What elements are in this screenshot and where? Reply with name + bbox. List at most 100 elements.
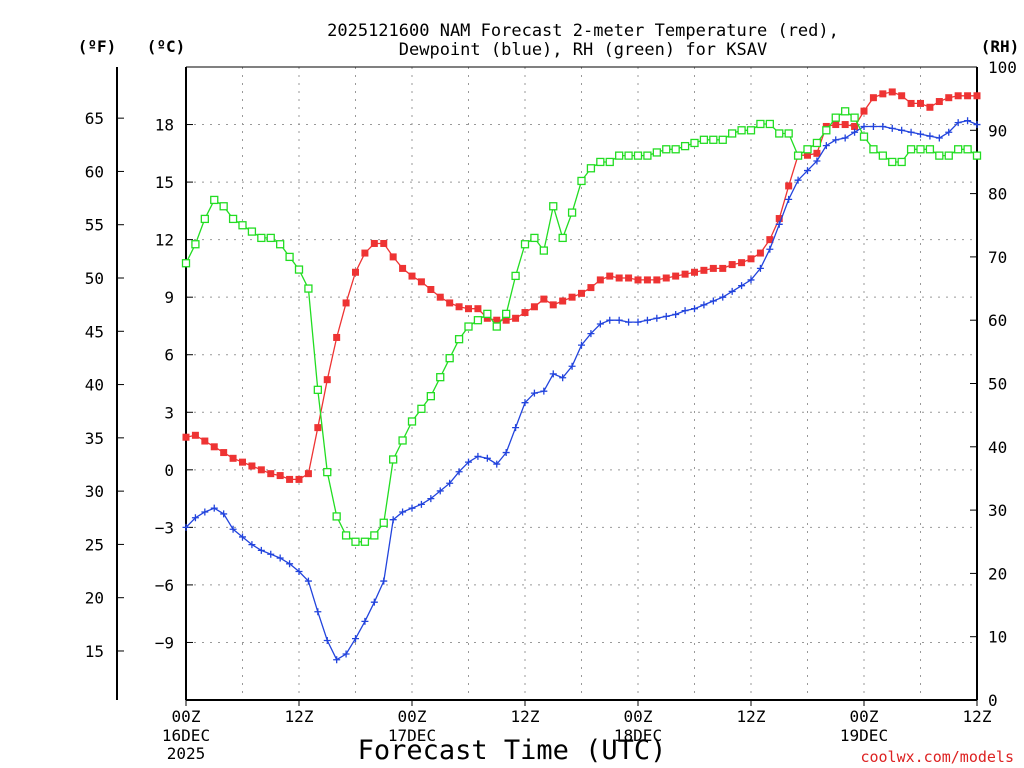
dewpoint-point bbox=[596, 320, 604, 328]
celsius-tick-label: −6 bbox=[155, 576, 174, 595]
temperature-point bbox=[314, 424, 322, 432]
dewpoint-point bbox=[295, 567, 303, 575]
dewpoint-point bbox=[898, 126, 906, 134]
dewpoint-point bbox=[276, 554, 284, 562]
dewpoint-point bbox=[417, 500, 425, 508]
temperature-point bbox=[229, 454, 237, 462]
dewpoint-point bbox=[888, 124, 896, 132]
rh-point bbox=[925, 145, 935, 154]
rh-point bbox=[812, 138, 822, 148]
rh-tick-label: 60 bbox=[988, 311, 1007, 330]
temperature-point bbox=[521, 309, 529, 317]
temperature-point bbox=[483, 314, 491, 322]
rh-point bbox=[567, 208, 577, 217]
celsius-tick-label: 0 bbox=[164, 461, 174, 480]
temperature-point bbox=[210, 443, 218, 451]
chart-title-line2: Dewpoint (blue), RH (green) for KSAV bbox=[399, 40, 767, 60]
rh-point bbox=[341, 531, 351, 540]
temperature-point bbox=[361, 249, 369, 257]
temperature-point bbox=[549, 301, 557, 309]
temperature-point bbox=[248, 462, 256, 470]
credit-text: coolwx.com/models bbox=[860, 748, 1014, 766]
temperature-point bbox=[756, 249, 764, 257]
temperature-point bbox=[530, 303, 538, 311]
temperature-point bbox=[333, 333, 341, 341]
rh-point bbox=[483, 309, 492, 319]
temperature-point bbox=[832, 121, 840, 129]
temperature-point bbox=[257, 466, 265, 474]
rh-point bbox=[191, 240, 200, 249]
rh-point bbox=[426, 392, 435, 401]
temperature-point bbox=[625, 274, 633, 282]
dewpoint-point bbox=[766, 245, 774, 253]
dewpoint-point bbox=[182, 523, 190, 531]
celsius-tick-label: −9 bbox=[155, 633, 174, 652]
fahrenheit-tick-label: 50 bbox=[85, 269, 104, 288]
temperature-point bbox=[719, 264, 727, 272]
temperature-point bbox=[662, 274, 670, 282]
rh-point bbox=[530, 233, 539, 243]
dewpoint-point bbox=[286, 560, 294, 568]
temperature-point bbox=[540, 295, 548, 303]
chart-axes: 1520253035404550556065−9−6−3036912151801… bbox=[85, 58, 1017, 763]
rh-point bbox=[963, 145, 972, 154]
dewpoint-point bbox=[483, 454, 491, 462]
rh-point bbox=[699, 135, 709, 144]
temperature-point bbox=[634, 276, 642, 284]
rh-point bbox=[746, 126, 756, 135]
dewpoint-point bbox=[380, 577, 388, 585]
temperature-point bbox=[945, 94, 953, 102]
dewpoint-point bbox=[700, 301, 708, 309]
dewpoint-point bbox=[851, 128, 859, 136]
rh-point bbox=[690, 138, 699, 148]
dewpoint-point bbox=[361, 617, 369, 625]
dewpoint-point bbox=[389, 516, 397, 524]
temperature-point bbox=[512, 314, 520, 322]
dewpoint-point bbox=[587, 330, 595, 338]
temperature-point bbox=[738, 259, 746, 267]
dewpoint-point bbox=[399, 508, 407, 516]
dewpoint-point bbox=[370, 598, 378, 606]
dewpoint-point bbox=[201, 508, 209, 516]
rh-point bbox=[869, 145, 878, 154]
dewpoint-point bbox=[691, 305, 698, 313]
rh-point bbox=[464, 322, 473, 331]
dewpoint-point bbox=[756, 264, 764, 272]
dewpoint-point bbox=[813, 157, 821, 165]
rh-point bbox=[822, 126, 831, 135]
temperature-point bbox=[370, 239, 378, 247]
dewpoint-point bbox=[493, 460, 501, 468]
rh-point bbox=[775, 129, 784, 138]
temperature-point bbox=[869, 94, 877, 102]
temperature-point bbox=[323, 376, 331, 384]
dewpoint-point bbox=[568, 362, 576, 370]
rh-point bbox=[652, 148, 661, 157]
rh-point bbox=[784, 129, 793, 138]
rh-point bbox=[878, 151, 887, 160]
x-tick-date-label: 18DEC bbox=[614, 726, 662, 745]
temperature-point bbox=[465, 305, 472, 313]
rh-point bbox=[351, 537, 360, 546]
rh-point bbox=[737, 126, 746, 135]
fahrenheit-tick-label: 35 bbox=[85, 429, 104, 448]
x-tick-date-label: 17DEC bbox=[388, 726, 436, 745]
dewpoint-point bbox=[822, 142, 830, 150]
dewpoint-point bbox=[578, 341, 585, 349]
dewpoint-point bbox=[323, 637, 331, 645]
dewpoint-point bbox=[681, 307, 689, 315]
rh-point bbox=[615, 151, 624, 160]
fahrenheit-tick-label: 25 bbox=[85, 535, 104, 554]
temperature-point bbox=[775, 215, 783, 223]
temperature-point bbox=[964, 92, 972, 100]
rh-point bbox=[633, 151, 643, 160]
x-tick-label: 00Z bbox=[172, 707, 201, 726]
rh-point bbox=[417, 404, 426, 413]
temperature-point bbox=[841, 121, 849, 129]
x-tick-label: 00Z bbox=[850, 707, 879, 726]
temperature-point bbox=[417, 278, 425, 286]
dewpoint-point bbox=[257, 546, 265, 554]
rh-tick-label: 100 bbox=[988, 58, 1017, 77]
dewpoint-point bbox=[549, 370, 557, 378]
dewpoint-point bbox=[408, 504, 416, 512]
temperature-point bbox=[474, 305, 482, 313]
